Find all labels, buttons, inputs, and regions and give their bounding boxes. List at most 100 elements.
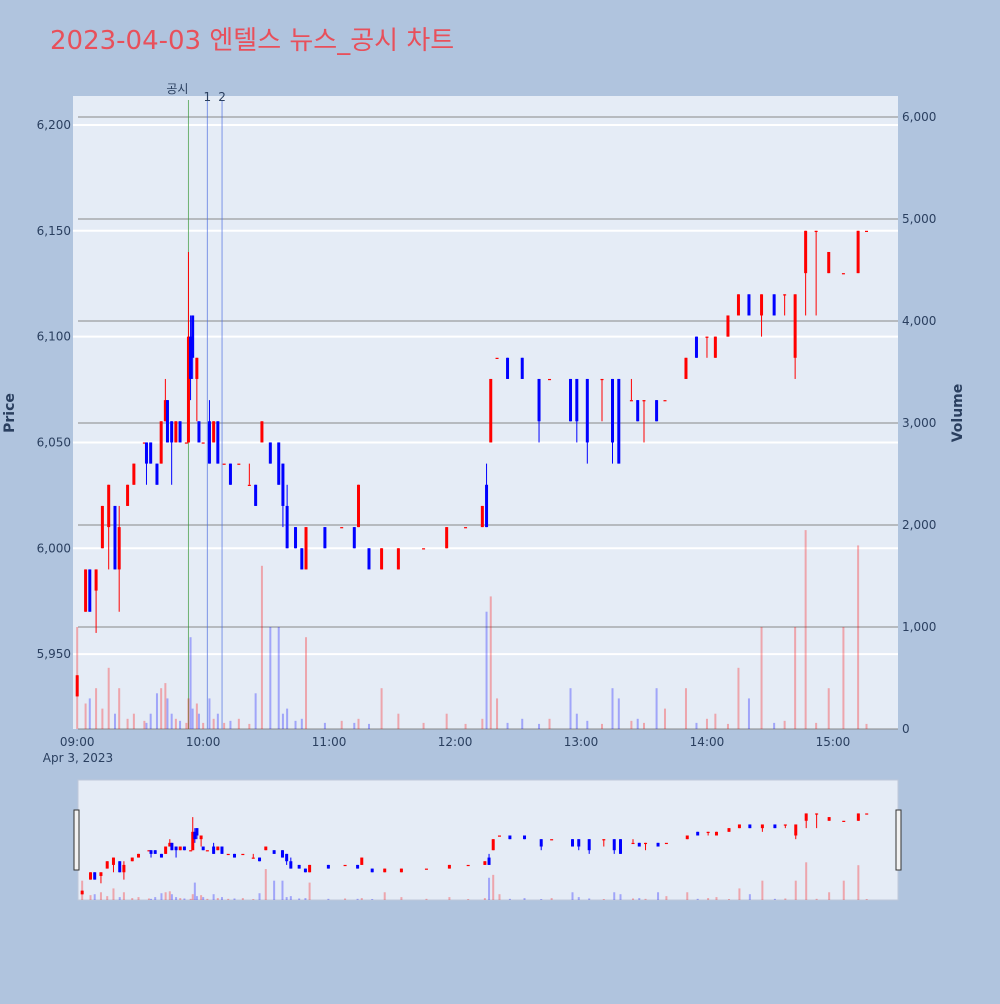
volume-bar (815, 722, 818, 729)
y-tick-label: 6,200 (37, 118, 71, 132)
candle-body (111, 857, 115, 865)
candle-body (841, 273, 845, 275)
volume-bar (81, 880, 84, 900)
volume-bar (200, 895, 203, 900)
volume-bar (273, 880, 276, 900)
candle-body (212, 846, 216, 854)
volume-bar (254, 693, 257, 729)
candle-body (247, 484, 251, 486)
volume-bar (642, 722, 645, 729)
candle-body (165, 400, 169, 443)
y-tick-label: 6,000 (37, 541, 71, 555)
candle-body (178, 421, 182, 443)
candle-body (153, 850, 157, 854)
volume-bar (166, 698, 169, 729)
candle-body (548, 378, 552, 381)
candle-body (163, 400, 167, 422)
candle-body (600, 378, 604, 381)
candle-body (827, 817, 831, 821)
volume-bar (164, 683, 167, 729)
volume-bar (360, 898, 363, 900)
volume-bar (252, 899, 255, 900)
volume-bar (521, 718, 524, 729)
y-tick-label: 6,100 (37, 330, 71, 344)
volume-bar (216, 713, 219, 729)
candle-body (631, 842, 635, 845)
candle-body (352, 527, 356, 549)
volume-bar (483, 898, 486, 900)
candle-body (178, 846, 182, 851)
candle-body (241, 853, 245, 856)
volume-bar (805, 862, 808, 900)
y-tick-label: 6,150 (37, 224, 71, 238)
candle-body (277, 442, 281, 485)
candle-body (212, 421, 216, 443)
candle-body (495, 357, 499, 359)
candle-body (195, 828, 199, 836)
candle-body (303, 868, 307, 873)
volume-bar (773, 722, 776, 729)
candle-body (713, 336, 717, 358)
volume-bar (575, 713, 578, 729)
candle-body (804, 813, 808, 821)
candle-body (664, 842, 668, 845)
volume-bar (586, 720, 589, 729)
candle-body (132, 463, 136, 485)
x-tick-label: 13:00 (564, 735, 599, 749)
volume-bar (149, 713, 152, 729)
candle-body (602, 839, 606, 841)
candle-body (856, 230, 860, 274)
candle-body (126, 484, 130, 506)
volume-bar (794, 880, 797, 900)
candle-body (170, 421, 174, 443)
volume-bar (538, 723, 541, 729)
volume-bar (154, 897, 157, 900)
volume-bar (638, 898, 641, 900)
volume-bar (216, 898, 219, 900)
candle-body (760, 294, 764, 316)
candle-body (497, 835, 501, 837)
volume-bar (464, 723, 467, 729)
volume-bar (212, 718, 215, 729)
candle-body (380, 548, 384, 570)
candle-body (480, 505, 484, 528)
candle-body (201, 442, 205, 444)
volume-bar (485, 611, 488, 729)
candle-body (237, 463, 241, 465)
candle-body (794, 824, 798, 836)
y2-tick-label: 6,000 (902, 110, 936, 124)
volume-bar (93, 894, 96, 900)
volume-bar (380, 688, 383, 729)
volume-bar (84, 703, 87, 729)
range-handle[interactable] (73, 809, 80, 871)
volume-bar (132, 713, 135, 729)
volume-bar (202, 722, 205, 729)
candle-body (144, 442, 148, 464)
volume-bar (327, 898, 330, 900)
candle-body (399, 868, 403, 873)
candle-body (272, 850, 276, 854)
candle-body (550, 839, 554, 841)
volume-bar (727, 899, 730, 900)
volume-bar (467, 899, 470, 900)
volume-bar (571, 892, 574, 900)
candle-body (168, 842, 172, 847)
candle-body (736, 294, 740, 316)
candle-body (804, 230, 808, 274)
x-tick-label: 11:00 (312, 735, 347, 749)
volume-bar (258, 893, 261, 900)
x-tick-label: 10:00 (186, 735, 221, 749)
volume-bar (131, 898, 134, 900)
candle-body (100, 505, 104, 549)
x-date-label: Apr 3, 2023 (43, 751, 113, 765)
x-tick-label: 09:00 (60, 735, 95, 749)
candle-body (149, 442, 153, 464)
candle-body (685, 835, 689, 840)
volume-bar (842, 880, 845, 900)
volume-bar (191, 708, 194, 729)
candle-body (99, 872, 103, 876)
volume-bar (300, 718, 303, 729)
range-handle[interactable] (895, 809, 902, 871)
candle-body (577, 839, 581, 847)
volume-bar (264, 869, 267, 900)
